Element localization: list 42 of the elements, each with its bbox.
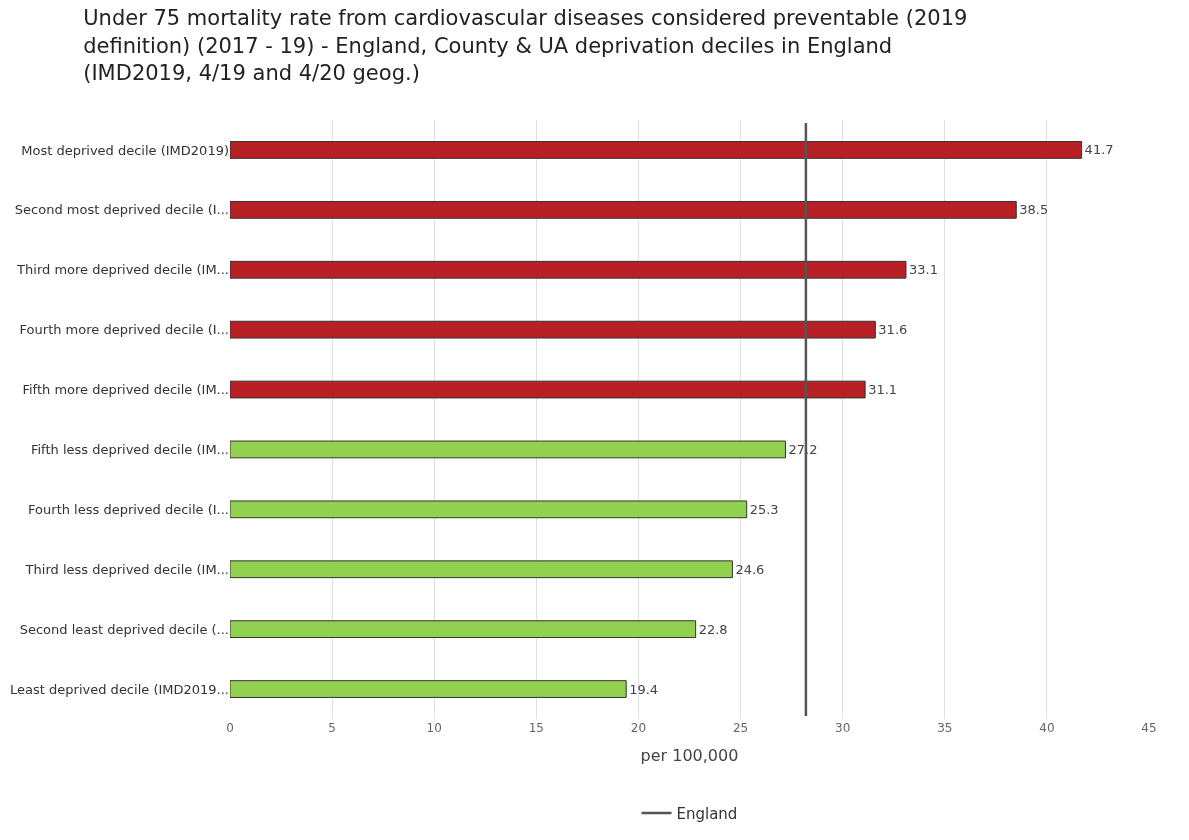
data-label: 33.1: [908, 262, 938, 278]
y-tick-label: Second most deprived decile (I...: [14, 202, 229, 218]
y-tick-label: Third more deprived decile (IM...: [16, 262, 229, 278]
data-label: 25.3: [749, 501, 779, 517]
x-tick-label: 40: [1039, 721, 1055, 735]
x-tick-label: 15: [528, 721, 544, 735]
data-label: 31.6: [878, 322, 908, 338]
bar: [230, 560, 733, 579]
y-tick-label: Fourth less deprived decile (I...: [28, 501, 229, 517]
legend-label: England: [676, 804, 738, 823]
bar: [230, 380, 866, 399]
data-label: 41.7: [1084, 142, 1114, 158]
bar: [230, 500, 748, 519]
y-tick-label: Most deprived decile (IMD2019): [21, 142, 229, 158]
data-label: 38.5: [1019, 202, 1049, 218]
x-axis-title: per 100,000: [640, 745, 739, 765]
y-tick-label: Third less deprived decile (IM...: [24, 561, 229, 577]
bar: [230, 440, 786, 459]
y-tick-label: Fifth more deprived decile (IM...: [22, 382, 229, 398]
bar: [230, 260, 907, 279]
data-label: 22.8: [698, 621, 728, 637]
bar: [230, 320, 876, 339]
data-label: 19.4: [629, 681, 659, 697]
y-tick-label: Second least deprived decile (...: [19, 621, 229, 637]
x-tick-label: 10: [426, 721, 442, 735]
bar: [230, 680, 627, 698]
x-tick-label: 30: [835, 721, 851, 735]
data-label: 31.1: [868, 382, 898, 398]
data-label: 24.6: [735, 561, 765, 577]
y-tick-label: Fifth less deprived decile (IM...: [30, 442, 229, 457]
bar: [230, 620, 697, 639]
x-tick-label: 25: [732, 721, 749, 735]
chart-title: Under 75 mortality rate from cardiovascular diseases considered preventable (2019 definition) (2017 - 19) - England, County & UA deprivation deciles in England (IMD2019, 4/19 and 4/20 geog.): [83, 6, 968, 85]
y-tick-label: Fourth more deprived decile (I...: [19, 322, 229, 338]
bar: [230, 141, 1083, 159]
x-tick-label: 35: [937, 721, 953, 735]
y-tick-label: Least deprived decile (IMD2019...: [10, 681, 229, 697]
bar: [230, 200, 1017, 219]
x-tick-label: 0: [226, 721, 234, 735]
x-tick-label: 45: [1141, 721, 1157, 735]
x-tick-label: 5: [328, 721, 336, 735]
x-tick-label: 20: [630, 721, 647, 735]
